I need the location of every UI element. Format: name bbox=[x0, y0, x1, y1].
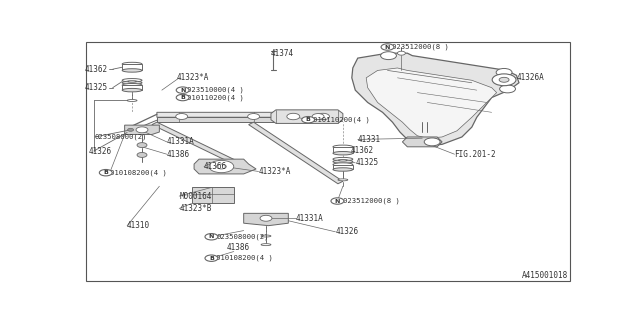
Text: 41323*B: 41323*B bbox=[179, 204, 212, 213]
Text: N: N bbox=[385, 44, 390, 50]
Text: 41323*A: 41323*A bbox=[177, 73, 209, 82]
Ellipse shape bbox=[333, 163, 353, 166]
Ellipse shape bbox=[122, 62, 142, 66]
Ellipse shape bbox=[122, 84, 142, 87]
Text: N: N bbox=[209, 234, 214, 239]
Text: 023512000(8 ): 023512000(8 ) bbox=[392, 44, 449, 50]
Ellipse shape bbox=[122, 81, 142, 84]
Text: 41325: 41325 bbox=[84, 83, 108, 92]
Text: B: B bbox=[103, 170, 108, 175]
Circle shape bbox=[287, 113, 300, 120]
Circle shape bbox=[381, 44, 394, 50]
Ellipse shape bbox=[333, 151, 353, 155]
Circle shape bbox=[312, 114, 324, 119]
Text: 41325: 41325 bbox=[355, 158, 378, 167]
Circle shape bbox=[99, 170, 112, 176]
Text: 023510000(4 ): 023510000(4 ) bbox=[187, 87, 243, 93]
Text: A415001018: A415001018 bbox=[522, 271, 568, 280]
Polygon shape bbox=[194, 159, 256, 174]
Ellipse shape bbox=[333, 160, 353, 163]
Circle shape bbox=[205, 234, 218, 240]
Ellipse shape bbox=[261, 244, 271, 246]
Text: N: N bbox=[335, 198, 340, 204]
Circle shape bbox=[209, 160, 234, 173]
Text: 41326: 41326 bbox=[335, 227, 358, 236]
Circle shape bbox=[499, 77, 509, 82]
Text: 41331A: 41331A bbox=[167, 137, 195, 146]
Ellipse shape bbox=[127, 81, 136, 82]
Text: 41326A: 41326A bbox=[516, 73, 544, 82]
Polygon shape bbox=[352, 53, 519, 146]
Circle shape bbox=[136, 127, 148, 133]
Text: 41386: 41386 bbox=[227, 243, 250, 252]
Ellipse shape bbox=[339, 160, 348, 161]
Circle shape bbox=[492, 74, 516, 86]
Circle shape bbox=[500, 85, 515, 93]
Circle shape bbox=[317, 113, 330, 120]
Text: 010110200(4 ): 010110200(4 ) bbox=[313, 116, 370, 123]
Ellipse shape bbox=[333, 145, 353, 148]
Polygon shape bbox=[244, 213, 288, 226]
Ellipse shape bbox=[261, 235, 271, 237]
Text: 023508000(2): 023508000(2) bbox=[216, 234, 269, 240]
Text: M000164: M000164 bbox=[179, 192, 212, 201]
Polygon shape bbox=[125, 125, 159, 134]
Text: 010108200(4 ): 010108200(4 ) bbox=[110, 169, 166, 176]
Polygon shape bbox=[191, 188, 234, 204]
Text: 41323*A: 41323*A bbox=[259, 167, 291, 176]
Circle shape bbox=[176, 94, 189, 101]
Text: 010110200(4 ): 010110200(4 ) bbox=[187, 94, 243, 101]
Circle shape bbox=[205, 255, 218, 261]
Polygon shape bbox=[249, 122, 343, 184]
Text: FIG.201-2: FIG.201-2 bbox=[454, 150, 496, 159]
Text: N: N bbox=[180, 88, 186, 93]
Text: B: B bbox=[180, 95, 185, 100]
Circle shape bbox=[331, 198, 344, 204]
Text: 41366: 41366 bbox=[204, 162, 227, 171]
Circle shape bbox=[496, 68, 512, 76]
Bar bbox=[333, 164, 353, 170]
Text: 41386: 41386 bbox=[167, 150, 190, 159]
Ellipse shape bbox=[122, 88, 142, 92]
Polygon shape bbox=[157, 117, 335, 122]
Ellipse shape bbox=[127, 100, 137, 101]
Circle shape bbox=[248, 114, 260, 119]
Text: B: B bbox=[209, 256, 214, 261]
Circle shape bbox=[260, 215, 272, 221]
Circle shape bbox=[176, 87, 189, 93]
Text: 41331: 41331 bbox=[358, 135, 381, 144]
Circle shape bbox=[127, 128, 134, 131]
Polygon shape bbox=[157, 112, 335, 117]
Polygon shape bbox=[366, 68, 497, 138]
Bar bbox=[122, 64, 142, 70]
Ellipse shape bbox=[122, 69, 142, 72]
Text: 41331A: 41331A bbox=[296, 214, 323, 223]
Circle shape bbox=[137, 153, 147, 157]
Ellipse shape bbox=[333, 168, 353, 171]
Text: 023508000(2): 023508000(2) bbox=[95, 134, 147, 140]
Circle shape bbox=[381, 52, 396, 60]
Ellipse shape bbox=[333, 157, 353, 161]
Circle shape bbox=[424, 138, 440, 146]
Bar bbox=[333, 147, 353, 153]
Circle shape bbox=[137, 143, 147, 148]
Text: 41374: 41374 bbox=[271, 49, 294, 58]
Circle shape bbox=[301, 116, 315, 123]
Circle shape bbox=[216, 164, 227, 169]
Text: 010108200(4 ): 010108200(4 ) bbox=[216, 255, 273, 261]
Polygon shape bbox=[403, 137, 442, 147]
Text: 41362: 41362 bbox=[84, 65, 108, 74]
Text: 41326: 41326 bbox=[89, 147, 112, 156]
Ellipse shape bbox=[338, 179, 348, 181]
Text: 41362: 41362 bbox=[350, 146, 374, 155]
Polygon shape bbox=[152, 122, 249, 169]
Circle shape bbox=[397, 51, 405, 55]
Polygon shape bbox=[271, 110, 343, 124]
Text: B: B bbox=[306, 117, 310, 122]
Circle shape bbox=[176, 114, 188, 119]
Text: 023512000(8 ): 023512000(8 ) bbox=[343, 198, 400, 204]
Ellipse shape bbox=[122, 79, 142, 82]
Text: 41310: 41310 bbox=[127, 221, 150, 230]
Bar bbox=[122, 85, 142, 90]
